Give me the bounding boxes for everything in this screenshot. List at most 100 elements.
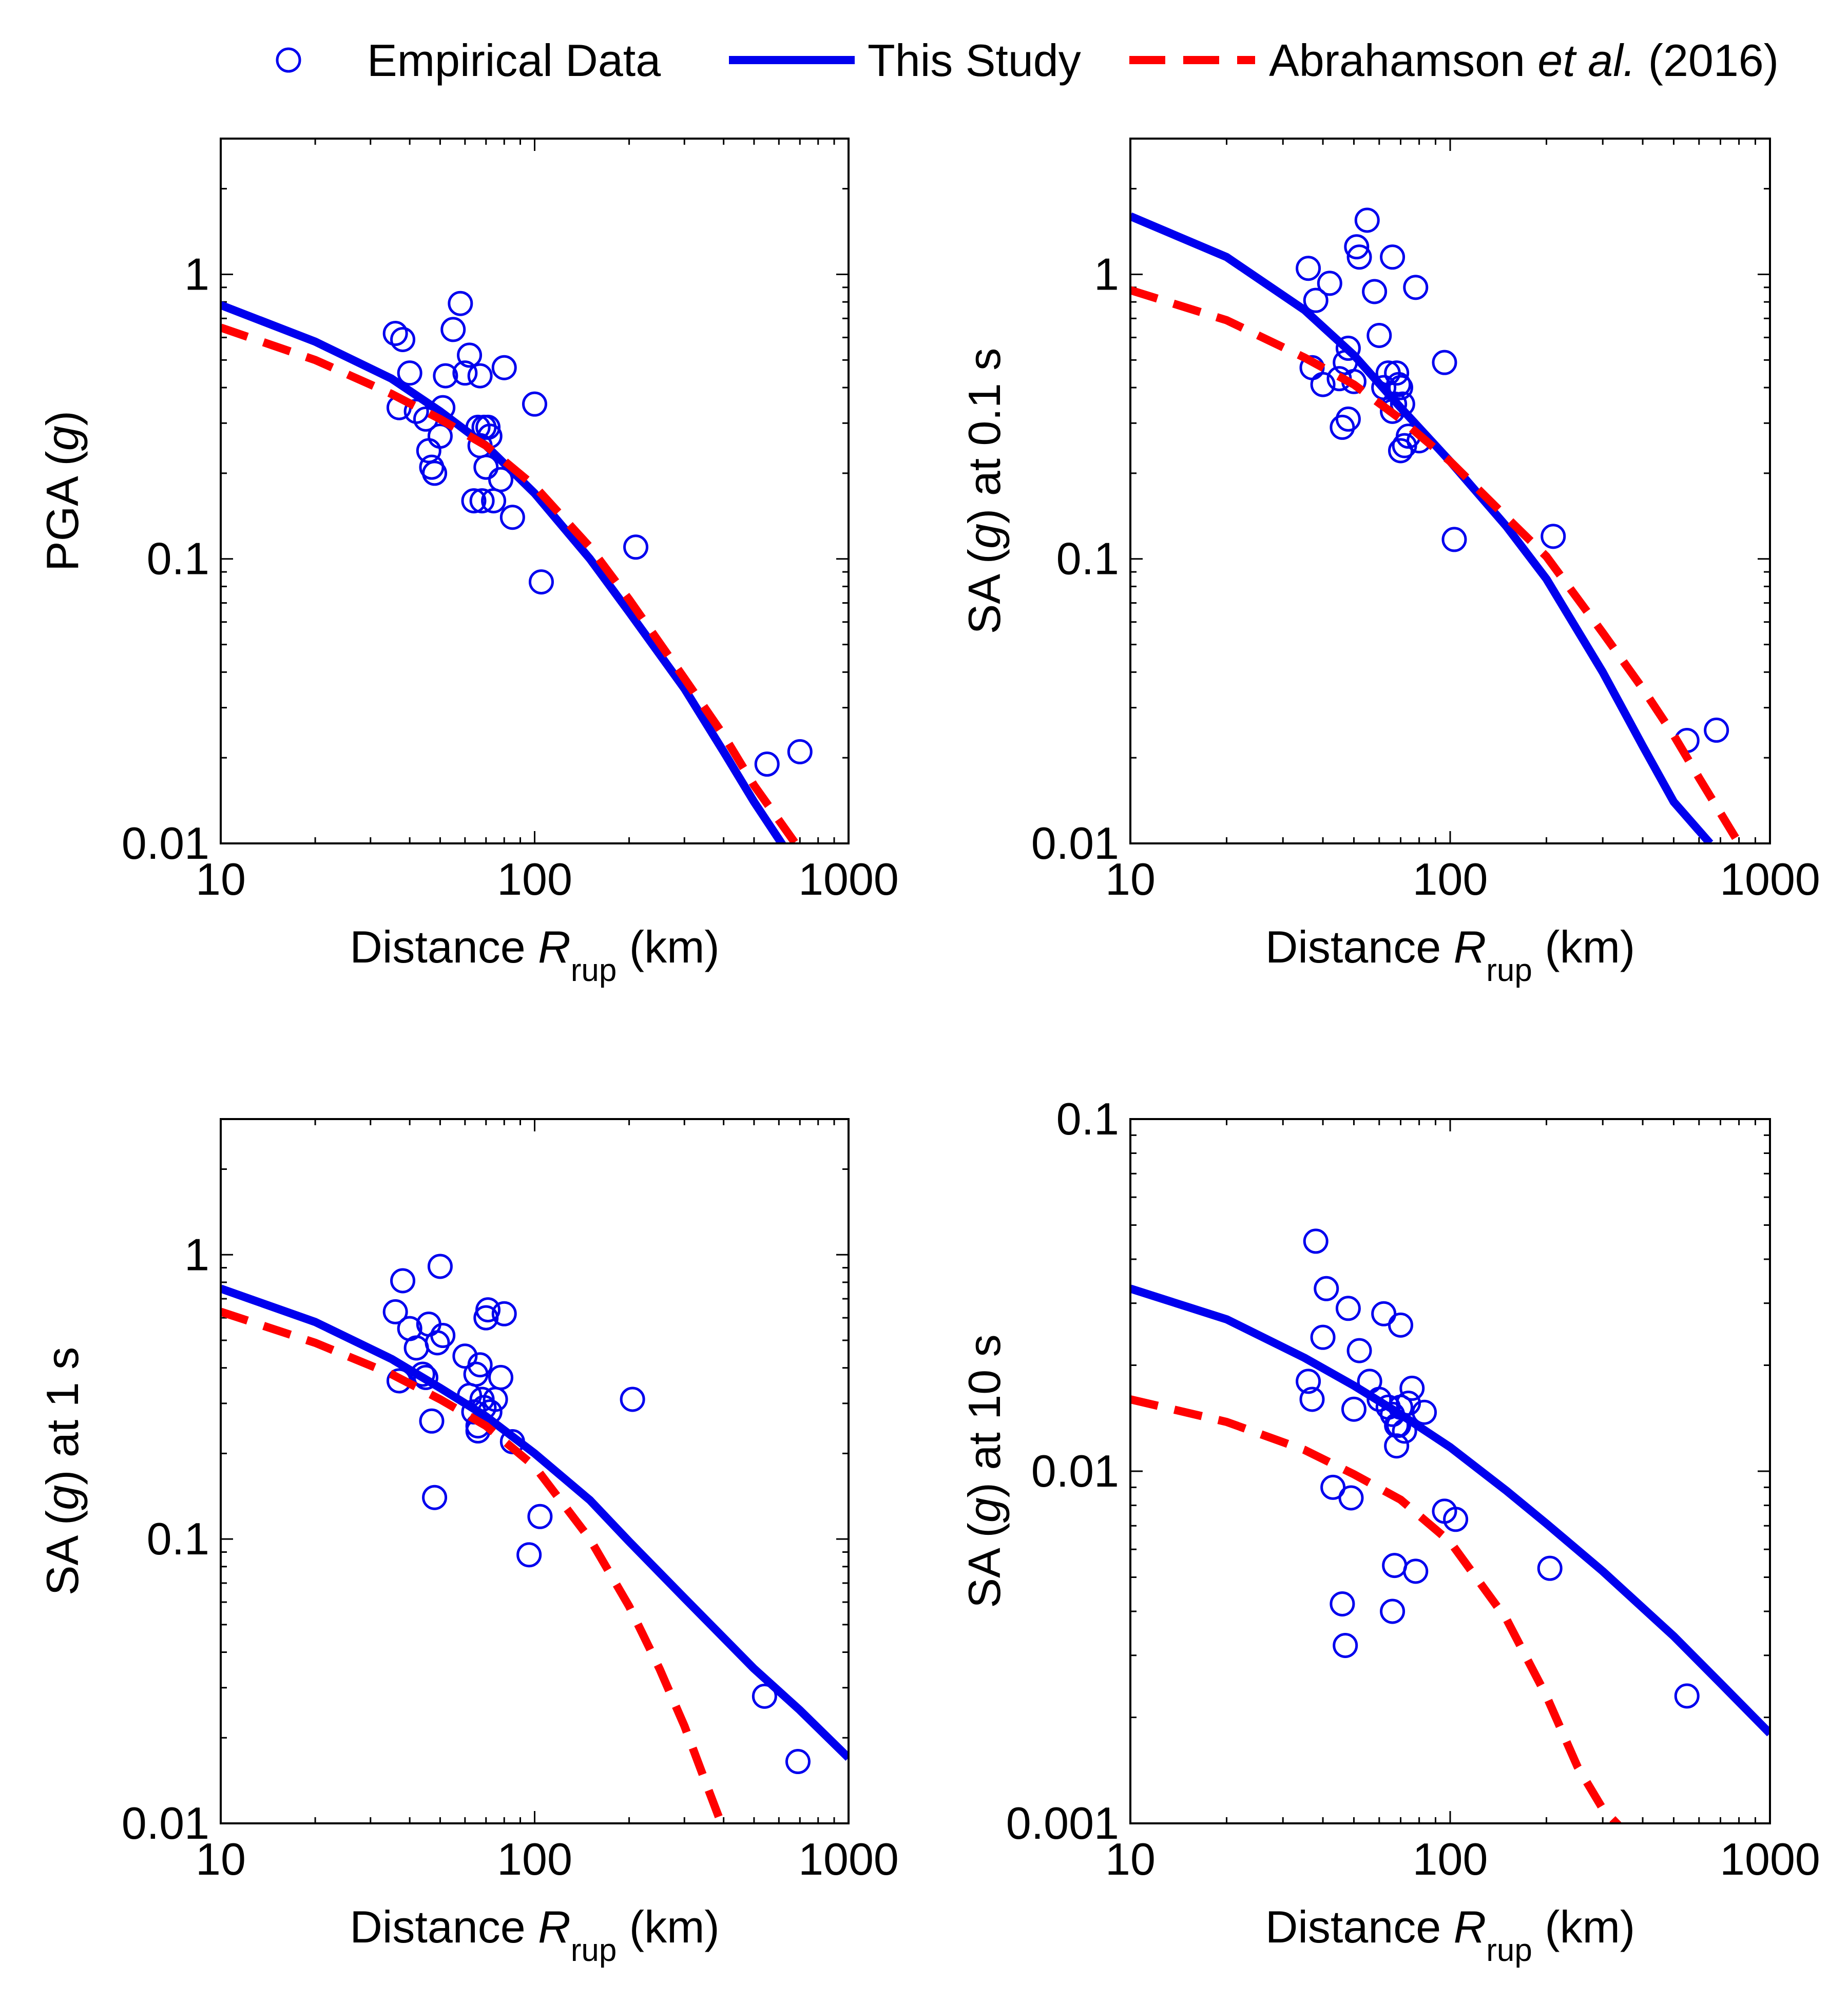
x-tick-label: 10 — [196, 854, 246, 904]
plot-area — [1130, 207, 1743, 843]
legend: Empirical Data This Study Abrahamson et al… — [276, 35, 1779, 86]
chart-panel-top-right: 10 100 1000 0.01 0.1 1 Distance Rrup (km) SA (g… — [959, 138, 1820, 988]
y-tick-label: 1 — [1094, 248, 1119, 299]
x-axis-label: Distance Rrup (km) — [350, 1901, 719, 1968]
empirical-data-point — [1335, 1296, 1361, 1321]
empirical-data-point — [397, 360, 422, 386]
empirical-data-point — [433, 363, 458, 389]
x-axis-label: Distance Rrup (km) — [1265, 921, 1635, 988]
empirical-data-point — [1317, 271, 1342, 296]
y-tick-label: 0.1 — [147, 533, 209, 584]
empirical-data-point — [475, 414, 501, 440]
chart-panels: 10 100 1000 0.01 0.1 1 Distance Rrup (km) PGA (… — [37, 138, 1820, 1968]
empirical-data-point — [1384, 360, 1410, 386]
x-tick-label: 1000 — [1720, 854, 1820, 904]
empirical-data-point — [473, 454, 499, 480]
x-tick-label: 100 — [1413, 854, 1488, 904]
axis-ticks — [1129, 1119, 1770, 1824]
empirical-data-point — [488, 1364, 514, 1390]
empirical-data-point — [1399, 1375, 1425, 1401]
empirical-data-point — [1384, 1433, 1410, 1459]
empirical-data-point — [623, 534, 649, 560]
plot-area — [1130, 1228, 1770, 1823]
empirical-data-point — [1380, 244, 1406, 270]
empirical-data-point — [1386, 372, 1412, 397]
empirical-data-point — [620, 1387, 645, 1412]
plot-frame — [1129, 138, 1771, 844]
y-tick-label: 0.1 — [1056, 533, 1119, 584]
plot-frame — [220, 1118, 850, 1824]
empirical-data-series — [1296, 207, 1729, 754]
x-tick-label: 10 — [1105, 1834, 1156, 1884]
empirical-data-point — [1541, 524, 1566, 549]
x-tick-label: 100 — [497, 1834, 572, 1884]
empirical-data-point — [430, 1323, 456, 1349]
empirical-data-point — [1303, 1228, 1329, 1254]
plot-frame — [220, 138, 850, 844]
empirical-data-point — [452, 1343, 478, 1369]
y-tick-label: 0.1 — [1056, 1093, 1119, 1144]
empirical-data-point — [1296, 1369, 1321, 1394]
empirical-data-point — [754, 751, 780, 777]
empirical-data-point — [1330, 1591, 1355, 1616]
empirical-data-point — [1320, 1474, 1346, 1500]
abrahamson-line — [221, 323, 801, 843]
abrahamson-line — [221, 1307, 726, 1823]
empirical-data-point — [425, 1330, 450, 1356]
empirical-data-point — [1366, 1387, 1392, 1412]
empirical-data-point — [528, 569, 554, 595]
empirical-data-point — [491, 355, 517, 380]
empirical-data-series — [382, 1254, 811, 1775]
empirical-data-point — [413, 1364, 438, 1390]
empirical-data-point — [1412, 1399, 1437, 1425]
y-axis-label: SA (g) at 0.1 s — [959, 348, 1010, 634]
y-axis-label: SA (g) at 1 s — [37, 1347, 88, 1595]
empirical-data-point — [491, 1301, 517, 1326]
legend-marker-icon — [276, 47, 301, 73]
legend-label-abrahamson: Abrahamson et al. (2016) — [1269, 35, 1779, 86]
empirical-data-point — [787, 739, 813, 764]
x-axis-label: Distance Rrup (km) — [350, 921, 719, 988]
empirical-data-point — [475, 1297, 501, 1323]
empirical-data-point — [1338, 1485, 1364, 1511]
empirical-data-point — [448, 291, 473, 316]
empirical-data-point — [461, 488, 487, 514]
empirical-data-point — [516, 1542, 542, 1568]
x-tick-label: 1000 — [798, 1834, 899, 1884]
empirical-data-point — [427, 1254, 453, 1279]
empirical-data-point — [382, 321, 408, 346]
empirical-data-point — [1366, 322, 1392, 348]
x-tick-label: 10 — [1105, 854, 1156, 904]
empirical-data-point — [1296, 256, 1321, 281]
empirical-data-point — [469, 488, 495, 514]
empirical-data-point — [1354, 207, 1380, 233]
empirical-data-point — [1299, 1387, 1325, 1412]
empirical-data-point — [1346, 244, 1372, 270]
empirical-data-point — [1341, 1396, 1366, 1422]
axis-ticks — [220, 1118, 849, 1824]
x-tick-label: 1000 — [1720, 1834, 1820, 1884]
y-tick-label: 0.001 — [1006, 1798, 1119, 1849]
x-tick-label: 100 — [1413, 1834, 1488, 1884]
x-tick-label: 1000 — [798, 854, 899, 904]
this-study-line — [221, 1284, 849, 1761]
plot-area — [221, 1254, 849, 1823]
empirical-data-point — [457, 342, 483, 368]
empirical-data-point — [390, 326, 416, 352]
empirical-data-point — [1388, 1312, 1413, 1338]
empirical-data-point — [422, 1485, 448, 1510]
plot-frame — [1129, 1118, 1771, 1824]
y-tick-label: 0.01 — [122, 1798, 209, 1849]
x-axis-label: Distance Rrup (km) — [1265, 1901, 1635, 1968]
y-tick-label: 1 — [184, 248, 209, 299]
empirical-data-point — [1704, 717, 1729, 743]
plot-area — [221, 291, 813, 843]
empirical-data-point — [1388, 375, 1413, 400]
empirical-data-point — [785, 1749, 811, 1775]
empirical-data-point — [1310, 1324, 1336, 1350]
legend-label-this-study: This Study — [868, 35, 1081, 86]
empirical-data-point — [403, 1335, 429, 1361]
empirical-data-point — [1335, 335, 1361, 361]
empirical-data-point — [499, 505, 525, 530]
